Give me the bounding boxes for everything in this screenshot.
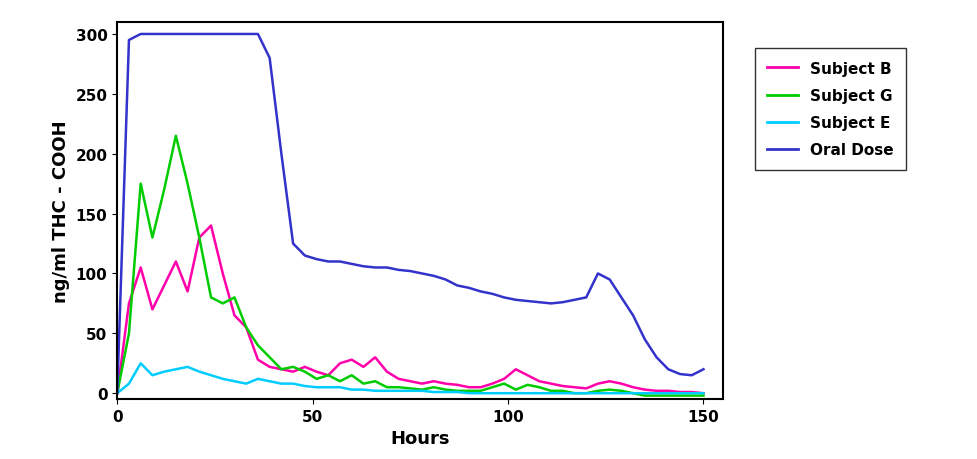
Subject B bbox=[686, 389, 698, 395]
Oral Dose bbox=[252, 32, 264, 38]
Oral Dose bbox=[698, 367, 709, 372]
Subject G bbox=[252, 343, 264, 348]
Subject B bbox=[311, 369, 322, 375]
Subject B bbox=[252, 357, 264, 363]
Subject E bbox=[545, 391, 557, 396]
Subject E bbox=[510, 391, 522, 396]
Subject G bbox=[698, 393, 709, 398]
Oral Dose bbox=[135, 32, 147, 38]
Subject E bbox=[686, 391, 698, 396]
Y-axis label: ng/ml THC - COOH: ng/ml THC - COOH bbox=[52, 120, 70, 302]
Line: Subject B: Subject B bbox=[117, 226, 703, 393]
X-axis label: Hours: Hours bbox=[391, 430, 449, 448]
Subject E bbox=[111, 391, 123, 396]
Oral Dose bbox=[510, 297, 522, 303]
Subject B bbox=[545, 381, 557, 386]
Subject G bbox=[311, 376, 322, 382]
Line: Oral Dose: Oral Dose bbox=[117, 35, 703, 393]
Subject G bbox=[510, 387, 522, 392]
Subject B bbox=[510, 367, 522, 372]
Subject G bbox=[299, 369, 311, 375]
Oral Dose bbox=[545, 301, 557, 307]
Subject E bbox=[299, 383, 311, 389]
Oral Dose bbox=[111, 391, 123, 396]
Subject E bbox=[698, 391, 709, 396]
Subject G bbox=[111, 391, 123, 396]
Oral Dose bbox=[311, 257, 322, 262]
Subject B bbox=[111, 391, 123, 396]
Subject B bbox=[205, 224, 217, 229]
Subject B bbox=[299, 364, 311, 370]
Oral Dose bbox=[299, 253, 311, 259]
Oral Dose bbox=[686, 373, 698, 378]
Subject E bbox=[311, 385, 322, 390]
Subject G bbox=[545, 388, 557, 394]
Subject E bbox=[135, 361, 147, 366]
Subject G bbox=[686, 393, 698, 398]
Subject B bbox=[698, 391, 709, 396]
Subject E bbox=[252, 376, 264, 382]
Subject G bbox=[639, 393, 651, 398]
Legend: Subject B, Subject G, Subject E, Oral Dose: Subject B, Subject G, Subject E, Oral Do… bbox=[755, 50, 906, 170]
Line: Subject E: Subject E bbox=[117, 364, 703, 393]
Line: Subject G: Subject G bbox=[117, 136, 703, 396]
Subject G bbox=[170, 134, 182, 139]
